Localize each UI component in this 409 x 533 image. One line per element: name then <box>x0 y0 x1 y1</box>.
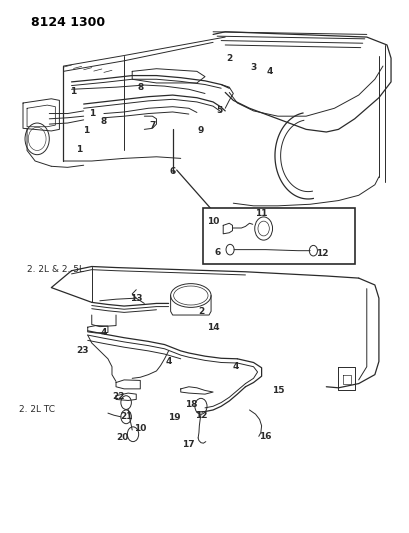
Text: 18: 18 <box>184 400 197 409</box>
Text: 20: 20 <box>116 433 128 442</box>
Text: 7: 7 <box>149 120 155 130</box>
Text: 8: 8 <box>137 83 143 92</box>
Text: 1: 1 <box>88 109 94 118</box>
Bar <box>202 208 354 264</box>
Text: 15: 15 <box>271 386 283 395</box>
Text: 2: 2 <box>198 307 204 316</box>
Text: 12: 12 <box>315 249 328 258</box>
Text: 10: 10 <box>134 424 146 433</box>
Text: 21: 21 <box>119 413 132 421</box>
Text: 22: 22 <box>112 392 124 401</box>
Text: 9: 9 <box>197 126 204 135</box>
Text: 1: 1 <box>82 126 89 135</box>
Text: 5: 5 <box>216 107 222 116</box>
Text: 17: 17 <box>182 440 195 449</box>
Text: 11: 11 <box>255 209 267 218</box>
Text: 6: 6 <box>169 167 175 176</box>
Text: 13: 13 <box>130 294 142 303</box>
Text: 4: 4 <box>231 362 238 371</box>
Text: 12: 12 <box>194 411 207 420</box>
Text: 8124 1300: 8124 1300 <box>31 16 105 29</box>
Text: 4: 4 <box>165 357 171 366</box>
Text: 14: 14 <box>206 322 219 332</box>
Text: 23: 23 <box>76 346 89 356</box>
Text: 1: 1 <box>76 145 83 154</box>
Text: 16: 16 <box>259 432 271 441</box>
Text: 2: 2 <box>226 54 232 63</box>
Text: 3: 3 <box>250 62 256 71</box>
Text: 19: 19 <box>168 414 180 422</box>
Text: 1: 1 <box>70 87 76 96</box>
Text: 2. 2L & 2. 5L: 2. 2L & 2. 5L <box>27 265 84 274</box>
Text: 6: 6 <box>213 248 220 257</box>
Text: 8: 8 <box>101 117 107 126</box>
Text: 4: 4 <box>266 67 272 76</box>
Text: 4: 4 <box>101 328 107 337</box>
Text: 10: 10 <box>207 217 219 226</box>
Text: 2. 2L TC: 2. 2L TC <box>19 405 55 414</box>
